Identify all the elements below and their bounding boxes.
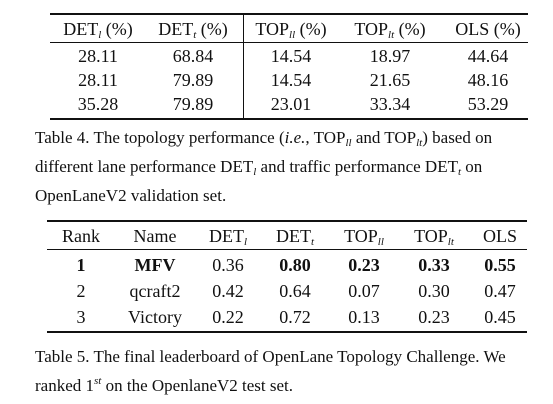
- table-cell: 28.11: [78, 46, 118, 66]
- text-segment: lt: [416, 137, 423, 149]
- table-cell: qcraft2: [129, 281, 181, 301]
- text-segment: lt: [447, 236, 454, 248]
- header-cell: DETt: [276, 226, 314, 252]
- header-cell: OLS (%): [455, 19, 521, 39]
- text-segment: l: [243, 236, 248, 248]
- table-cell: 21.65: [369, 70, 411, 90]
- header-cell: OLS: [483, 226, 517, 246]
- text-segment: and traffic performance DET: [256, 157, 458, 176]
- rule: [47, 249, 527, 250]
- text-segment: on OpenLaneV2 validation set.: [35, 157, 483, 205]
- text-segment: on the OpenlaneV2 test set.: [101, 376, 294, 395]
- text-segment: ll: [377, 236, 384, 248]
- table-cell: 48.16: [467, 70, 509, 90]
- rule: [243, 13, 244, 118]
- table-cell: 14.54: [270, 46, 312, 66]
- text-segment: ) based on different lane performance DE…: [35, 128, 493, 176]
- table-cell: 23.01: [270, 94, 312, 114]
- text-segment: TOP: [354, 19, 389, 39]
- table-cell: 0.80: [279, 255, 311, 275]
- table-cell: 3: [76, 307, 86, 327]
- table-cell: 28.11: [78, 70, 118, 90]
- table-cell: 14.54: [270, 70, 312, 90]
- header-cell: Rank: [62, 226, 100, 246]
- text-segment: TOP: [414, 226, 448, 246]
- table-cell: 68.84: [172, 46, 214, 66]
- text-segment: lt: [388, 29, 395, 41]
- table-cell: 33.34: [369, 94, 411, 114]
- header-cell: DETl (%): [63, 19, 133, 45]
- table-cell: 44.64: [467, 46, 509, 66]
- text-segment: OLS (%): [455, 19, 521, 39]
- table-cell: 0.42: [212, 281, 244, 301]
- table-cell: 79.89: [172, 94, 214, 114]
- text-segment: Table 4. The topology performance (: [35, 128, 285, 147]
- text-segment: DET: [158, 19, 194, 39]
- table-cell: 0.47: [484, 281, 516, 301]
- caption: Table 4. The topology performance (i.e.,…: [35, 126, 545, 208]
- caption: Table 5. The final leaderboard of OpenLa…: [35, 345, 545, 398]
- table-cell: 18.97: [369, 46, 411, 66]
- text-segment: i.e.: [284, 128, 306, 147]
- text-segment: (%): [394, 19, 426, 39]
- table-cell: MFV: [134, 255, 176, 275]
- text-segment: Table 5. The final leaderboard of OpenLa…: [35, 347, 506, 395]
- text-segment: l: [253, 166, 257, 178]
- text-segment: st: [94, 375, 102, 387]
- table-cell: Victory: [128, 307, 182, 327]
- text-segment: and TOP: [351, 128, 417, 147]
- header-cell: TOPll: [344, 226, 384, 252]
- rule: [50, 13, 528, 15]
- table-cell: 0.23: [348, 255, 380, 275]
- table-cell: 0.36: [212, 255, 244, 275]
- header-cell: DETt (%): [158, 19, 228, 45]
- text-segment: t: [310, 236, 315, 248]
- header-cell: TOPll (%): [255, 19, 326, 45]
- table-cell: 0.55: [484, 255, 516, 275]
- text-segment: (%): [295, 19, 327, 39]
- header-cell: TOPlt: [414, 226, 454, 252]
- table-cell: 0.33: [418, 255, 450, 275]
- rule: [47, 331, 527, 333]
- text-segment: Rank: [62, 226, 100, 246]
- table-cell: 0.64: [279, 281, 311, 301]
- text-segment: DET: [208, 226, 244, 246]
- rule: [50, 42, 528, 43]
- table-cell: 0.22: [212, 307, 244, 327]
- header-cell: DETl: [209, 226, 247, 252]
- table-cell: 0.30: [418, 281, 450, 301]
- table-cell: 0.72: [279, 307, 311, 327]
- rule: [47, 220, 527, 222]
- text-segment: t: [193, 29, 197, 41]
- table-cell: 0.45: [484, 307, 516, 327]
- text-segment: , TOP: [305, 128, 346, 147]
- table-cell: 0.13: [348, 307, 380, 327]
- table-cell: 1: [76, 255, 86, 275]
- table-cell: 35.28: [77, 94, 119, 114]
- text-segment: (%): [101, 19, 133, 39]
- table-cell: 0.23: [418, 307, 450, 327]
- header-cell: Name: [134, 226, 177, 246]
- text-segment: OLS: [482, 226, 518, 246]
- rule: [50, 118, 528, 120]
- text-segment: ll: [345, 137, 352, 149]
- text-segment: TOP: [344, 226, 378, 246]
- table-cell: 2: [76, 281, 86, 301]
- text-segment: (%): [196, 19, 228, 39]
- text-segment: l: [98, 29, 102, 41]
- text-segment: DET: [63, 19, 99, 39]
- text-segment: t: [457, 166, 462, 178]
- text-segment: TOP: [255, 19, 290, 39]
- text-segment: DET: [275, 226, 311, 246]
- text-segment: Name: [133, 226, 177, 246]
- table-cell: 0.07: [348, 281, 380, 301]
- text-segment: ll: [289, 29, 296, 41]
- header-cell: TOPlt (%): [354, 19, 425, 45]
- table-cell: 79.89: [172, 70, 214, 90]
- table-cell: 53.29: [467, 94, 509, 114]
